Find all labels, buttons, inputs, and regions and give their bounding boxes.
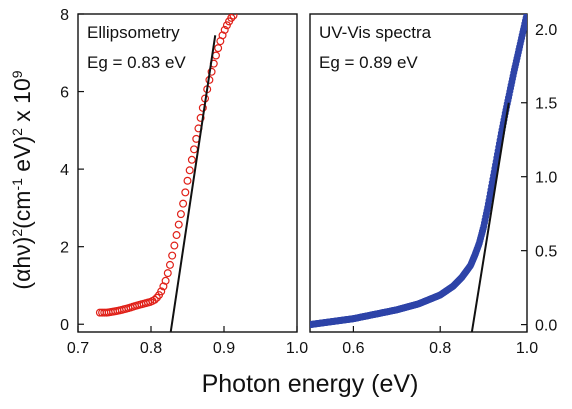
left-data-point xyxy=(185,166,194,175)
left-data-point xyxy=(229,14,238,20)
left-x-tick-label: 0.8 xyxy=(140,340,162,357)
left-data-point xyxy=(174,220,183,229)
right-method-label: UV-Vis spectra xyxy=(319,23,432,42)
left-data-point xyxy=(179,199,188,208)
left-data-point xyxy=(196,113,205,122)
left-data-point xyxy=(227,14,236,22)
left-data-point xyxy=(165,260,174,269)
left-data-point xyxy=(163,269,172,278)
left-data-point xyxy=(187,155,196,164)
left-data-point xyxy=(214,44,223,53)
left-data-point xyxy=(198,103,207,112)
left-data-point xyxy=(176,210,185,219)
left-fit-line xyxy=(169,35,217,332)
left-x-tick-label: 0.7 xyxy=(67,340,89,357)
right-x-tick-label: 0.6 xyxy=(342,340,364,357)
left-data-point xyxy=(220,25,229,34)
right-y-tick-label: 1.0 xyxy=(535,170,557,187)
left-y-tick-label: 8 xyxy=(60,7,69,24)
left-y-tick-label: 4 xyxy=(60,162,69,179)
left-data-point xyxy=(183,176,192,185)
left-data-point xyxy=(181,188,190,197)
right-y-tick-label: 2.0 xyxy=(535,22,557,39)
left-data-point xyxy=(207,67,216,76)
left-x-tick-label: 1.0 xyxy=(286,340,308,357)
y-axis-label: (αhν)2(cm-1 eV)2 x 109 xyxy=(9,70,35,289)
left-data-point xyxy=(150,295,159,304)
left-data-point xyxy=(211,51,220,60)
left-data-point xyxy=(172,231,181,240)
left-method-label: Ellipsometry xyxy=(87,23,180,42)
left-data-point xyxy=(222,21,231,30)
left-data-point xyxy=(170,241,179,250)
left-data-point xyxy=(157,287,166,296)
right-y-tick-label: 0.0 xyxy=(535,318,557,335)
uv-vis-panel: 0.6 0.8 1.0 0.0 0.5 1.0 1.5 2.0 UV-Vis spectra Eg… xyxy=(309,13,557,357)
left-band-gap-label: Eg = 0.83 eV xyxy=(87,53,186,72)
left-y-tick-label: 2 xyxy=(60,240,69,257)
left-y-tick-label: 6 xyxy=(60,85,69,102)
left-data-point xyxy=(168,251,177,260)
right-x-tick-label: 1.0 xyxy=(516,340,538,357)
left-data-point xyxy=(190,145,199,154)
right-data-point xyxy=(523,14,527,19)
right-x-tick-label: 0.8 xyxy=(429,340,451,357)
left-y-tick-label: 0 xyxy=(60,317,69,334)
right-y-tick-label: 0.5 xyxy=(535,244,557,261)
left-plot-frame xyxy=(77,13,298,333)
x-axis-label: Photon energy (eV) xyxy=(202,370,419,398)
right-band-gap-label: Eg = 0.89 eV xyxy=(319,53,418,72)
left-data-point xyxy=(161,276,170,285)
right-y-tick-label: 1.5 xyxy=(535,96,557,113)
left-x-tick-label: 0.9 xyxy=(213,340,235,357)
right-fit-line xyxy=(470,102,510,332)
ellipsometry-panel: 0.7 0.8 0.9 1.0 0 2 4 6 8 Ellipsometry Eg = 0.83 e… xyxy=(60,7,308,357)
right-plot-frame xyxy=(309,13,528,333)
